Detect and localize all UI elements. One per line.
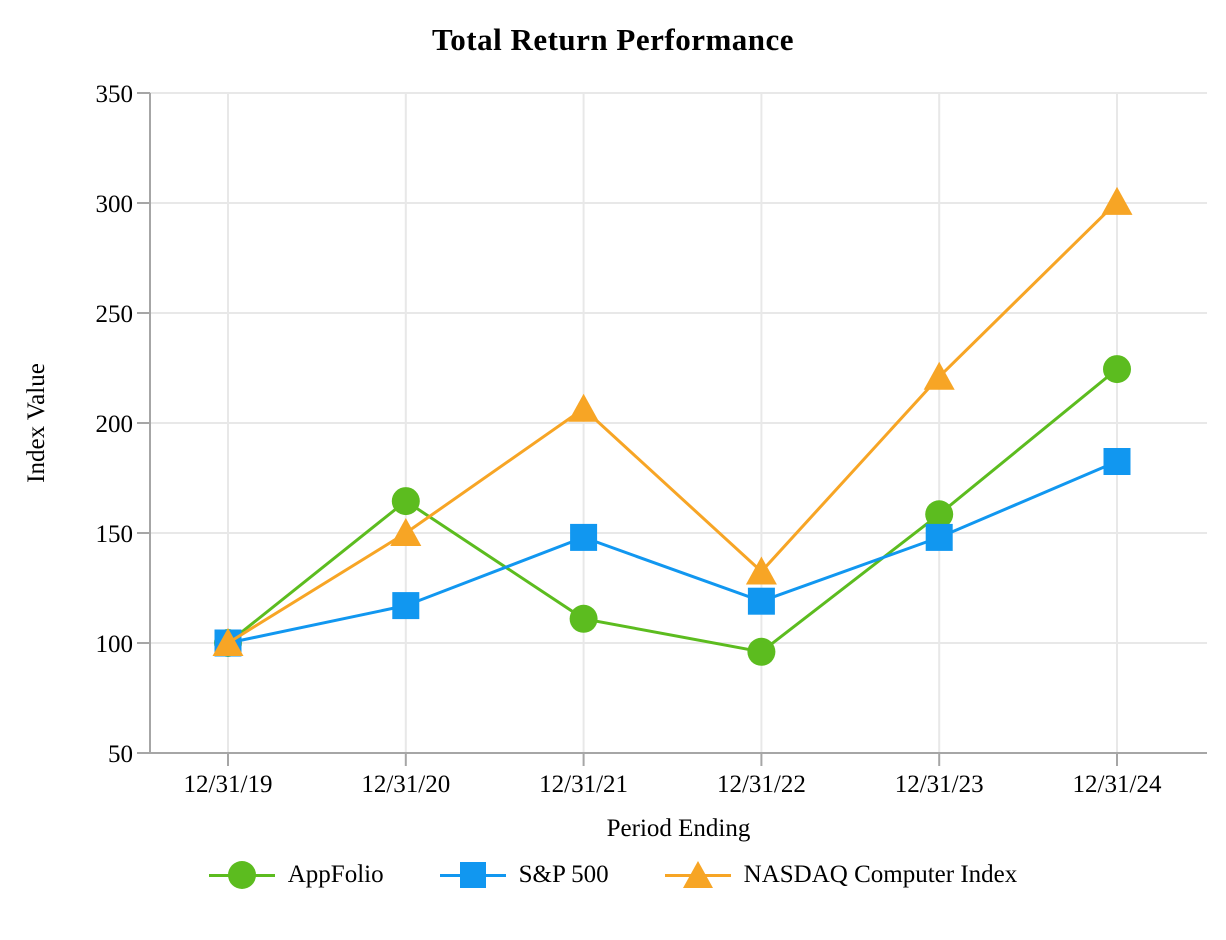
series-marker-triangle — [390, 518, 422, 546]
series-marker-square — [747, 587, 775, 615]
series-marker-triangle — [745, 556, 777, 585]
x-axis-title: Period Ending — [607, 815, 751, 842]
series-marker-triangle — [568, 393, 600, 422]
chart-title: Total Return Performance — [431, 22, 795, 57]
y-tick-label: 50 — [108, 741, 133, 768]
x-tick-label: 12/31/19 — [184, 771, 273, 798]
circle-marker-icon — [227, 861, 256, 889]
x-tick-label: 12/31/21 — [539, 771, 628, 798]
y-tick-label: 150 — [96, 521, 134, 548]
series-marker-square — [925, 523, 953, 551]
legend-label-appfolio: AppFolio — [287, 861, 384, 888]
legend-item-nasdaq-computer: NASDAQ Computer Index — [664, 860, 1018, 890]
legend-key-nasdaq-computer — [664, 860, 731, 890]
y-tick-label: 200 — [96, 411, 134, 438]
x-tick-label: 12/31/23 — [895, 771, 984, 798]
y-tick-label: 250 — [96, 301, 134, 328]
y-tick-label: 100 — [96, 631, 134, 658]
x-tick-label: 12/31/20 — [361, 771, 450, 798]
legend-label-sp500: S&P 500 — [518, 861, 609, 888]
series-marker-circle — [569, 604, 598, 633]
square-marker-icon — [459, 862, 486, 888]
legend-item-appfolio: AppFolio — [208, 860, 384, 890]
x-tick-label: 12/31/22 — [717, 771, 806, 798]
series-marker-triangle — [1101, 186, 1133, 215]
series-marker-square — [1103, 448, 1131, 475]
legend: AppFolio S&P 500 NASDAQ Computer Index — [0, 860, 1226, 890]
legend-key-appfolio — [208, 860, 275, 890]
triangle-marker-icon — [682, 861, 713, 888]
x-tick-label: 12/31/24 — [1073, 771, 1162, 798]
legend-item-sp500: S&P 500 — [439, 860, 609, 890]
series-marker-triangle — [923, 361, 955, 390]
series-line-0 — [227, 367, 1118, 654]
series-marker-circle — [1103, 355, 1131, 384]
series-marker-circle — [747, 637, 776, 666]
y-axis-title: Index Value — [23, 363, 50, 483]
series-marker-circle — [925, 500, 954, 529]
series-marker-square — [570, 523, 598, 551]
series-marker-square — [392, 592, 420, 620]
series-line-1 — [227, 460, 1118, 645]
series-line-2 — [227, 200, 1119, 645]
y-tick-label: 300 — [96, 191, 134, 218]
series-marker-triangle — [212, 628, 244, 656]
legend-key-sp500 — [439, 860, 506, 890]
series-marker-circle — [391, 487, 420, 516]
y-tick-label: 350 — [96, 81, 134, 108]
legend-label-nasdaq-computer: NASDAQ Computer Index — [743, 861, 1018, 888]
